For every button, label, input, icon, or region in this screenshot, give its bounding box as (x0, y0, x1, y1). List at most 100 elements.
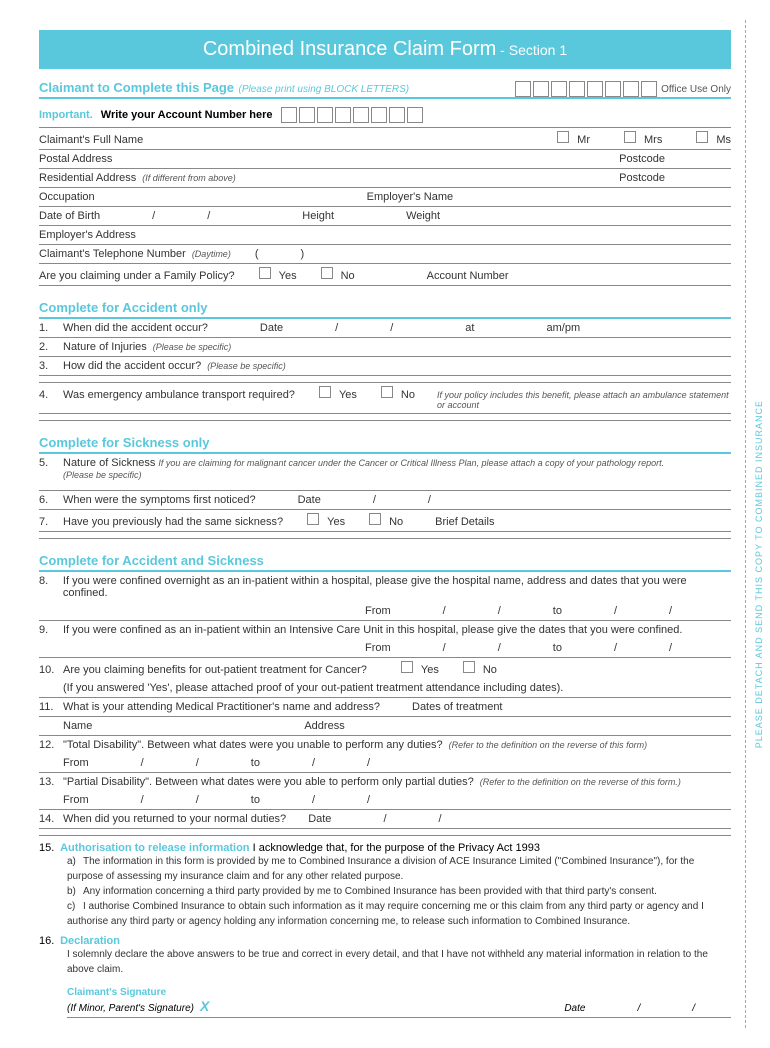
slash: / (428, 494, 431, 506)
slash: / (692, 1003, 695, 1014)
slash: / (141, 794, 144, 806)
q5-label: Nature of Sickness (63, 457, 155, 469)
auth-header: Authorisation to release information (60, 842, 249, 854)
q14-num: 14. (39, 813, 57, 825)
slash: / (196, 794, 199, 806)
slash: / (367, 757, 370, 769)
at-label: at (465, 322, 474, 334)
office-use: Office Use Only (515, 81, 731, 97)
q13-label: "Partial Disability". Between what dates… (63, 776, 474, 788)
slash: / (439, 813, 442, 825)
auth-c-letter: c) (67, 899, 83, 914)
q10-yes-checkbox[interactable] (401, 661, 413, 673)
q10-num: 10. (39, 664, 57, 676)
q4-num: 4. (39, 389, 57, 401)
slash: / (312, 757, 315, 769)
office-boxes[interactable] (515, 81, 657, 97)
q7-num: 7. (39, 516, 57, 528)
date-label: Date (260, 322, 283, 334)
q13-note: (Refer to the definition on the reverse … (480, 777, 681, 787)
mr-checkbox[interactable] (557, 131, 569, 143)
postal-label: Postal Address (39, 153, 112, 165)
address-label: Address (304, 720, 344, 732)
no-label: No (389, 516, 403, 528)
employer-name-label: Employer's Name (367, 191, 453, 203)
q15-num: 15. (39, 842, 57, 854)
claimant-sub: (Please print using BLOCK LETTERS) (239, 84, 410, 95)
residential-label: Residential Address (39, 172, 136, 184)
ampm-label: am/pm (546, 322, 580, 334)
q8-num: 8. (39, 575, 57, 587)
date-label: Date (298, 494, 321, 506)
q7-yes-checkbox[interactable] (307, 513, 319, 525)
q2-label: Nature of Injuries (63, 341, 147, 353)
q6-num: 6. (39, 494, 57, 506)
q9-num: 9. (39, 624, 57, 636)
family-policy-q: Are you claiming under a Family Policy? (39, 270, 235, 282)
q1-num: 1. (39, 322, 57, 334)
no-label: No (341, 270, 355, 282)
side-instruction: PLEASE DETACH AND SEND THIS COPY TO COMB… (754, 400, 764, 748)
q13-num: 13. (39, 776, 57, 788)
slash: / (373, 494, 376, 506)
slash: / (498, 605, 501, 617)
q2-num: 2. (39, 341, 57, 353)
slash: / (614, 605, 617, 617)
slash: / (443, 642, 446, 654)
ms-label: Ms (716, 134, 731, 146)
auth-a-text: The information in this form is provided… (67, 856, 694, 882)
q5-note: If you are claiming for malignant cancer… (158, 458, 664, 468)
auth-c-text: I authorise Combined Insurance to obtain… (67, 901, 704, 927)
auth-b-letter: b) (67, 884, 83, 899)
full-name-label: Claimant's Full Name (39, 134, 143, 146)
signature-date-label: Date (564, 1003, 585, 1014)
mrs-label: Mrs (644, 134, 662, 146)
account-boxes[interactable] (281, 107, 423, 123)
signature-x-mark: X (200, 998, 209, 1014)
slash: / (141, 757, 144, 769)
slash: / (152, 210, 155, 222)
q4-no-checkbox[interactable] (381, 386, 393, 398)
q10-label: Are you claiming benefits for out-patien… (63, 664, 367, 676)
paren-close: ) (301, 248, 305, 260)
q11-num: 11. (39, 701, 57, 713)
q5-num: 5. (39, 457, 57, 469)
paren-open: ( (255, 248, 259, 260)
q3-label: How did the accident occur? (63, 360, 201, 372)
slash: / (207, 210, 210, 222)
yes-label: Yes (421, 664, 439, 676)
to-label: to (251, 757, 260, 769)
q16-num: 16. (39, 935, 57, 947)
auth-a-letter: a) (67, 854, 83, 869)
from-label: From (63, 794, 89, 806)
from-label: From (63, 757, 89, 769)
occupation-label: Occupation (39, 191, 95, 203)
q7-label: Have you previously had the same sicknes… (63, 516, 283, 528)
detach-line (745, 20, 746, 1028)
q4-note: If your policy includes this benefit, pl… (437, 390, 731, 410)
employer-address-label: Employer's Address (39, 229, 136, 241)
signature-minor-note: (If Minor, Parent's Signature) (67, 1003, 194, 1014)
q12-note: (Refer to the definition on the reverse … (449, 740, 648, 750)
family-yes-checkbox[interactable] (259, 267, 271, 279)
to-label: to (553, 642, 562, 654)
slash: / (383, 813, 386, 825)
q14-label: When did you returned to your normal dut… (63, 813, 286, 825)
mr-label: Mr (577, 134, 590, 146)
q10-note: (If you answered 'Yes', please attached … (63, 682, 563, 694)
q7-no-checkbox[interactable] (369, 513, 381, 525)
q10-no-checkbox[interactable] (463, 661, 475, 673)
yes-label: Yes (339, 389, 357, 401)
family-no-checkbox[interactable] (321, 267, 333, 279)
to-label: to (553, 605, 562, 617)
postcode-label-2: Postcode (619, 172, 665, 184)
q4-yes-checkbox[interactable] (319, 386, 331, 398)
mrs-checkbox[interactable] (624, 131, 636, 143)
office-use-label: Office Use Only (661, 84, 731, 95)
q3-num: 3. (39, 360, 57, 372)
q12-label: "Total Disability". Between what dates w… (63, 739, 443, 751)
q2-note: (Please be specific) (153, 342, 232, 352)
title-main: Combined Insurance Claim Form (203, 38, 496, 60)
to-label: to (251, 794, 260, 806)
ms-checkbox[interactable] (696, 131, 708, 143)
